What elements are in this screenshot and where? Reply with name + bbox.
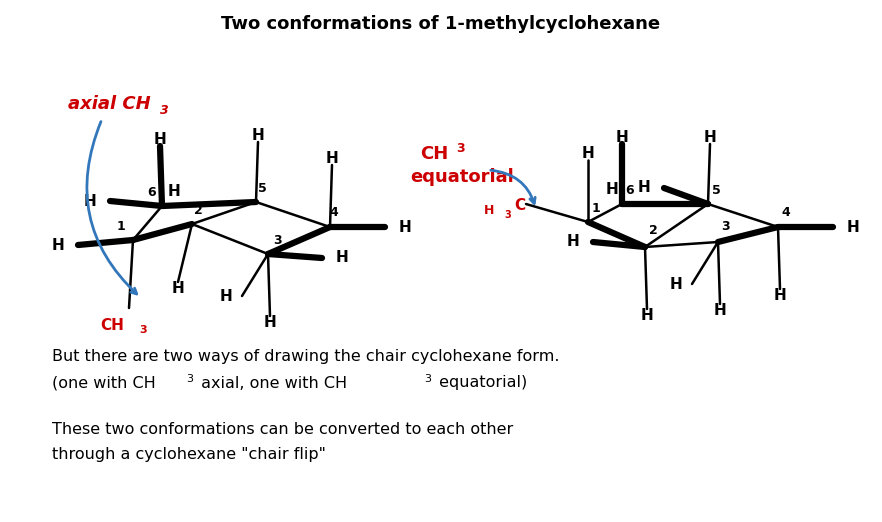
Text: 3: 3 (273, 233, 282, 246)
Text: 2: 2 (648, 224, 657, 238)
Text: H: H (168, 184, 181, 199)
Text: 1: 1 (592, 201, 601, 215)
Text: H: H (336, 251, 348, 266)
Text: 2: 2 (194, 204, 202, 217)
Text: 5: 5 (712, 184, 721, 196)
Text: H: H (220, 289, 232, 304)
Text: H: H (153, 132, 167, 147)
Text: Two conformations of 1-methylcyclohexane: Two conformations of 1-methylcyclohexane (221, 15, 661, 33)
Text: H: H (847, 219, 860, 234)
Text: H: H (399, 219, 412, 234)
Text: 3: 3 (504, 210, 511, 220)
Text: H: H (483, 204, 494, 217)
Text: 3: 3 (160, 103, 168, 116)
Text: 3: 3 (186, 374, 193, 384)
Text: CH: CH (101, 318, 124, 334)
Text: H: H (172, 281, 184, 296)
Text: H: H (83, 194, 96, 208)
Text: 3: 3 (721, 219, 730, 232)
Text: H: H (616, 130, 628, 145)
Text: H: H (566, 234, 579, 250)
Text: 3: 3 (424, 374, 431, 384)
Text: H: H (581, 146, 594, 161)
Text: 3: 3 (456, 141, 465, 155)
Text: (one with CH: (one with CH (52, 375, 156, 390)
Text: CH: CH (420, 145, 448, 163)
Text: H: H (640, 308, 654, 323)
Text: 3: 3 (139, 325, 146, 335)
Text: H: H (638, 180, 650, 195)
Text: 5: 5 (258, 182, 266, 195)
Text: These two conformations can be converted to each other: These two conformations can be converted… (52, 421, 513, 436)
Text: 6: 6 (147, 185, 156, 198)
Text: 1: 1 (116, 219, 125, 232)
Text: axial CH: axial CH (68, 95, 151, 113)
Text: axial, one with CH: axial, one with CH (196, 375, 348, 390)
Text: But there are two ways of drawing the chair cyclohexane form.: But there are two ways of drawing the ch… (52, 350, 559, 364)
Text: H: H (51, 238, 64, 253)
Text: H: H (714, 303, 727, 318)
Text: equatorial: equatorial (410, 168, 513, 186)
Text: 6: 6 (625, 184, 634, 196)
Text: through a cyclohexane "chair flip": through a cyclohexane "chair flip" (52, 447, 325, 462)
Text: 4: 4 (330, 207, 339, 219)
Text: C: C (514, 198, 525, 213)
Text: 4: 4 (781, 207, 790, 219)
Text: H: H (704, 130, 716, 145)
Text: H: H (264, 315, 276, 330)
Text: equatorial): equatorial) (434, 375, 527, 390)
Text: H: H (325, 151, 339, 166)
Text: H: H (251, 128, 265, 143)
Text: H: H (774, 288, 787, 303)
Text: H: H (606, 183, 618, 197)
Text: H: H (669, 277, 682, 292)
